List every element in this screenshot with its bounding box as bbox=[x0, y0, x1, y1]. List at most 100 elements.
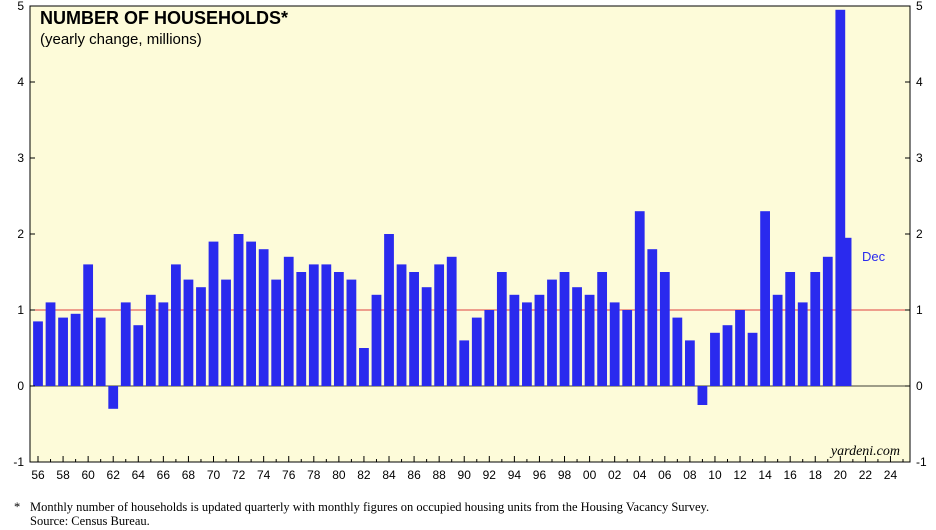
x-tick-label: 80 bbox=[332, 468, 346, 482]
bar bbox=[722, 325, 733, 386]
bar bbox=[120, 302, 131, 386]
y-tick-label: 4 bbox=[17, 75, 24, 89]
bar bbox=[108, 386, 119, 409]
x-tick-label: 74 bbox=[257, 468, 271, 482]
x-tick-label: 92 bbox=[483, 468, 497, 482]
footnote-marker: * bbox=[14, 500, 21, 514]
bar bbox=[509, 294, 520, 386]
bar bbox=[384, 234, 394, 386]
x-tick-label: 12 bbox=[733, 468, 747, 482]
x-tick-label: 66 bbox=[157, 468, 171, 482]
bar bbox=[58, 317, 68, 386]
bar bbox=[133, 325, 144, 386]
bar bbox=[559, 272, 570, 386]
bar bbox=[659, 272, 670, 386]
bar bbox=[308, 264, 319, 386]
bar bbox=[747, 332, 758, 386]
bar bbox=[634, 211, 645, 386]
bar bbox=[145, 294, 156, 386]
footnote-text: Monthly number of households is updated … bbox=[30, 500, 710, 514]
bar bbox=[158, 302, 169, 386]
x-tick-label: 02 bbox=[608, 468, 622, 482]
bar bbox=[810, 272, 821, 386]
x-tick-label: 22 bbox=[859, 468, 873, 482]
bar bbox=[547, 279, 557, 386]
bar bbox=[841, 237, 852, 386]
bar bbox=[246, 241, 257, 386]
chart-subtitle: (yearly change, millions) bbox=[40, 31, 202, 48]
x-tick-label: 60 bbox=[81, 468, 95, 482]
source-note: Source: Census Bureau. bbox=[30, 514, 150, 528]
x-tick-label: 72 bbox=[232, 468, 246, 482]
x-tick-label: 04 bbox=[633, 468, 647, 482]
footnote: * Monthly number of households is updated… bbox=[14, 500, 914, 528]
bar bbox=[835, 9, 846, 387]
bar bbox=[359, 348, 369, 386]
x-tick-label: 00 bbox=[583, 468, 597, 482]
bar bbox=[647, 249, 658, 386]
x-tick-label: 84 bbox=[382, 468, 396, 482]
bar bbox=[296, 272, 307, 386]
y-tick-label: 5 bbox=[916, 0, 923, 13]
x-axis: 56 58 60 62 64 66 68 70 72 74 76 78 80 82 84 86 88 90 92 94… bbox=[31, 456, 904, 482]
bar bbox=[95, 317, 106, 386]
bar bbox=[522, 302, 532, 386]
bar bbox=[760, 211, 770, 386]
y-tick-label: 3 bbox=[916, 151, 923, 165]
y-tick-label: -1 bbox=[13, 455, 24, 469]
y-axis-right: -1 0 1 2 3 4 5 bbox=[905, 0, 927, 469]
x-tick-label: 62 bbox=[107, 468, 121, 482]
bar bbox=[70, 313, 81, 386]
bar-series bbox=[33, 9, 852, 409]
bar bbox=[822, 256, 833, 386]
plot-area bbox=[29, 5, 911, 463]
bar bbox=[584, 294, 595, 386]
bar bbox=[446, 256, 457, 386]
bar bbox=[622, 310, 633, 386]
x-tick-label: 56 bbox=[31, 468, 45, 482]
bar bbox=[735, 310, 745, 386]
x-tick-label: 06 bbox=[658, 468, 672, 482]
y-tick-label: 1 bbox=[17, 303, 24, 317]
x-tick-label: 70 bbox=[207, 468, 221, 482]
bar bbox=[183, 279, 194, 386]
x-tick-label: 88 bbox=[432, 468, 446, 482]
y-tick-label: 1 bbox=[916, 303, 923, 317]
bar bbox=[710, 332, 720, 386]
x-tick-label: 76 bbox=[282, 468, 296, 482]
y-tick-label: -1 bbox=[916, 455, 927, 469]
x-tick-label: 08 bbox=[683, 468, 697, 482]
x-tick-label: 10 bbox=[708, 468, 722, 482]
bar bbox=[496, 272, 507, 386]
y-tick-label: 4 bbox=[916, 75, 923, 89]
bar bbox=[321, 264, 332, 386]
bar bbox=[83, 264, 94, 386]
bar bbox=[45, 302, 56, 386]
bar bbox=[459, 340, 470, 386]
bar bbox=[333, 272, 344, 386]
bar bbox=[785, 272, 796, 386]
bar bbox=[797, 302, 808, 386]
bar bbox=[233, 234, 244, 386]
y-tick-label: 5 bbox=[17, 0, 24, 13]
bar bbox=[271, 279, 282, 386]
bar bbox=[434, 264, 445, 386]
x-tick-label: 86 bbox=[407, 468, 421, 482]
bar bbox=[471, 317, 482, 386]
bar bbox=[396, 264, 407, 386]
bar bbox=[346, 279, 357, 386]
x-tick-label: 82 bbox=[357, 468, 371, 482]
y-tick-label: 2 bbox=[916, 227, 923, 241]
x-tick-label: 68 bbox=[182, 468, 196, 482]
bar bbox=[409, 272, 419, 386]
source-credit: yardeni.com bbox=[829, 444, 900, 459]
bar bbox=[283, 256, 294, 386]
bar bbox=[672, 317, 683, 386]
x-tick-label: 58 bbox=[56, 468, 70, 482]
bar bbox=[421, 287, 432, 386]
x-tick-label: 94 bbox=[508, 468, 522, 482]
bar bbox=[221, 279, 231, 386]
y-tick-label: 0 bbox=[916, 379, 923, 393]
y-tick-label: 0 bbox=[17, 379, 24, 393]
